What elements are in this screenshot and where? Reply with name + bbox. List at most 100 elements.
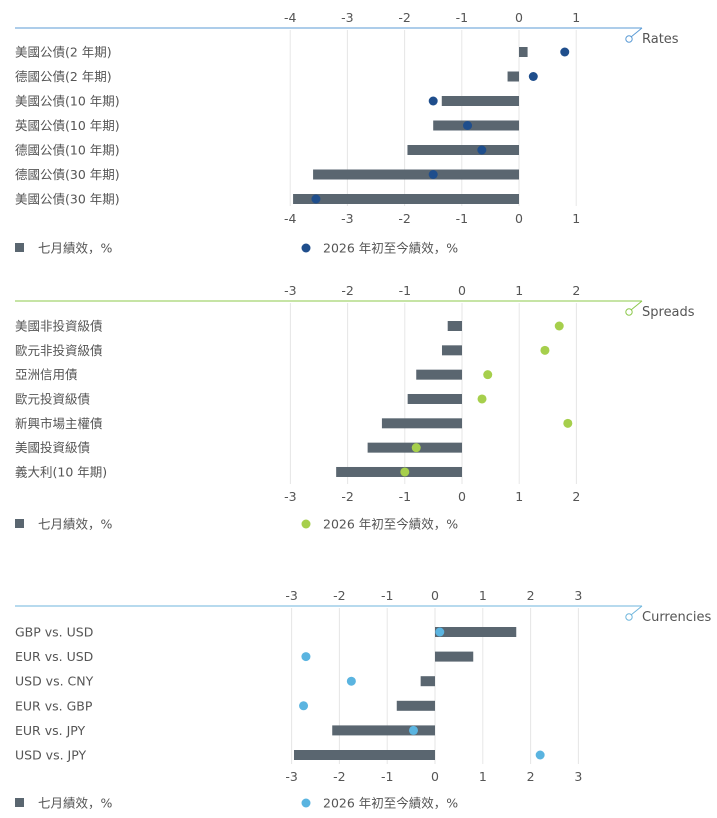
- dot-point: [535, 750, 545, 760]
- bar: [336, 466, 462, 477]
- legend-bar-label: 七月績效，%: [38, 796, 113, 811]
- chart-panel-rates: Rates -4 -4 -3 -3 -2 -2 -1 -1 0 0 1 1 美國公債(2 年期) 德國公債(…: [15, 10, 679, 256]
- bar: [407, 393, 462, 404]
- panel-title: Currencies: [642, 610, 711, 625]
- dot-point: [463, 121, 473, 130]
- bar: [381, 418, 462, 429]
- bar: [313, 169, 519, 180]
- x-tick-label-bottom: -2: [341, 489, 353, 504]
- x-tick-label-top: 1: [479, 588, 487, 603]
- x-tick-label-bottom: 1: [479, 769, 487, 784]
- bar: [396, 700, 435, 711]
- dot-point: [299, 701, 309, 711]
- category-label: EUR vs. GBP: [15, 698, 93, 713]
- category-label: USD vs. CNY: [15, 674, 94, 689]
- category-label: GBP vs. USD: [15, 625, 93, 640]
- x-tick-label-top: -2: [398, 10, 410, 25]
- x-tick-label-bottom: 2: [572, 489, 580, 504]
- panel-title: Rates: [642, 32, 679, 47]
- dot-point: [435, 627, 445, 637]
- panel-rule-hook: [630, 300, 643, 311]
- legend-bar-label: 七月績效，%: [38, 241, 113, 256]
- legend-bar-label: 七月績效，%: [38, 517, 113, 532]
- x-tick-label-bottom: -2: [333, 769, 345, 784]
- chart-panel-currencies: Currencies -3 -3 -2 -2 -1 -1 0 0 1 1 2 2 3 3 GBP vs. US…: [15, 588, 711, 811]
- dot-point: [477, 145, 487, 155]
- category-label: 歐元投資級債: [15, 391, 90, 406]
- x-tick-label-top: -3: [284, 283, 296, 298]
- x-tick-label-bottom: 0: [458, 489, 466, 504]
- legend-dot-swatch: [301, 243, 311, 253]
- bar: [332, 725, 435, 736]
- x-tick-label-bottom: 3: [574, 769, 582, 784]
- x-tick-label-bottom: 2: [527, 769, 535, 784]
- x-tick-label-top: -1: [381, 588, 393, 603]
- x-tick-label-top: -3: [285, 588, 297, 603]
- category-label: 美國公債(2 年期): [15, 45, 112, 60]
- panel-rule-marker: [625, 35, 633, 43]
- dot-point: [400, 467, 410, 477]
- x-tick-label-bottom: -1: [399, 489, 411, 504]
- category-label: 美國公債(10 年期): [15, 94, 120, 109]
- category-label: 歐元非投資級債: [15, 343, 103, 358]
- bar: [519, 47, 528, 57]
- x-tick-label-top: -3: [341, 10, 353, 25]
- category-label: 美國公債(30 年期): [15, 192, 120, 207]
- category-label: 新興市場主權債: [15, 416, 103, 431]
- category-label: 美國非投資級債: [15, 319, 103, 334]
- category-label: 義大利(10 年期): [15, 464, 107, 479]
- dot-point: [411, 443, 421, 453]
- dot-point: [311, 194, 321, 204]
- dot-point: [483, 370, 493, 380]
- bar: [435, 627, 517, 637]
- panel-rule-hook: [630, 27, 643, 38]
- x-tick-label-top: 0: [431, 588, 439, 603]
- bar: [420, 676, 435, 687]
- category-label: 德國公債(30 年期): [15, 167, 120, 182]
- x-tick-label-bottom: -1: [381, 769, 393, 784]
- x-tick-label-bottom: -1: [456, 211, 468, 226]
- panel-rule-marker: [625, 613, 633, 621]
- bar: [293, 194, 519, 204]
- x-tick-label-top: -2: [341, 283, 353, 298]
- dot-point: [554, 321, 564, 331]
- x-tick-label-top: -2: [333, 588, 345, 603]
- x-tick-label-top: -4: [284, 10, 297, 25]
- dot-point: [408, 725, 418, 735]
- legend-bar-swatch: [15, 519, 24, 528]
- category-label: 德國公債(2 年期): [15, 69, 112, 84]
- bar: [293, 750, 435, 760]
- x-tick-label-bottom: -3: [341, 211, 353, 226]
- dot-point: [528, 72, 538, 81]
- category-label: USD vs. JPY: [15, 748, 86, 763]
- legend-dot-label: 2026 年初至今績效，%: [323, 796, 458, 811]
- category-label: 英國公債(10 年期): [15, 118, 120, 133]
- bar: [407, 145, 519, 155]
- dot-point: [560, 47, 570, 57]
- dot-point: [563, 418, 573, 428]
- category-label: EUR vs. JPY: [15, 723, 86, 738]
- bar: [447, 321, 462, 331]
- panel-title: Spreads: [642, 305, 695, 320]
- x-tick-label-top: 0: [515, 10, 523, 25]
- bar: [507, 71, 519, 82]
- legend-dot-swatch: [301, 519, 311, 529]
- legend-dot-label: 2026 年初至今績效，%: [323, 241, 458, 256]
- x-tick-label-top: 0: [458, 283, 466, 298]
- x-tick-label-bottom: -4: [284, 211, 297, 226]
- x-tick-label-top: 2: [572, 283, 580, 298]
- legend-bar-swatch: [15, 798, 24, 807]
- category-label: EUR vs. USD: [15, 649, 93, 664]
- dot-point: [477, 394, 487, 404]
- bar: [416, 369, 462, 380]
- bar: [441, 96, 519, 106]
- dot-point: [540, 345, 550, 355]
- dot-point: [301, 652, 311, 662]
- legend-dot-label: 2026 年初至今績效，%: [323, 517, 458, 532]
- x-tick-label-bottom: -3: [285, 769, 297, 784]
- legend-bar-swatch: [15, 243, 24, 252]
- panel-rule-marker: [625, 308, 633, 316]
- x-tick-label-bottom: 0: [431, 769, 439, 784]
- x-tick-label-top: 3: [574, 588, 582, 603]
